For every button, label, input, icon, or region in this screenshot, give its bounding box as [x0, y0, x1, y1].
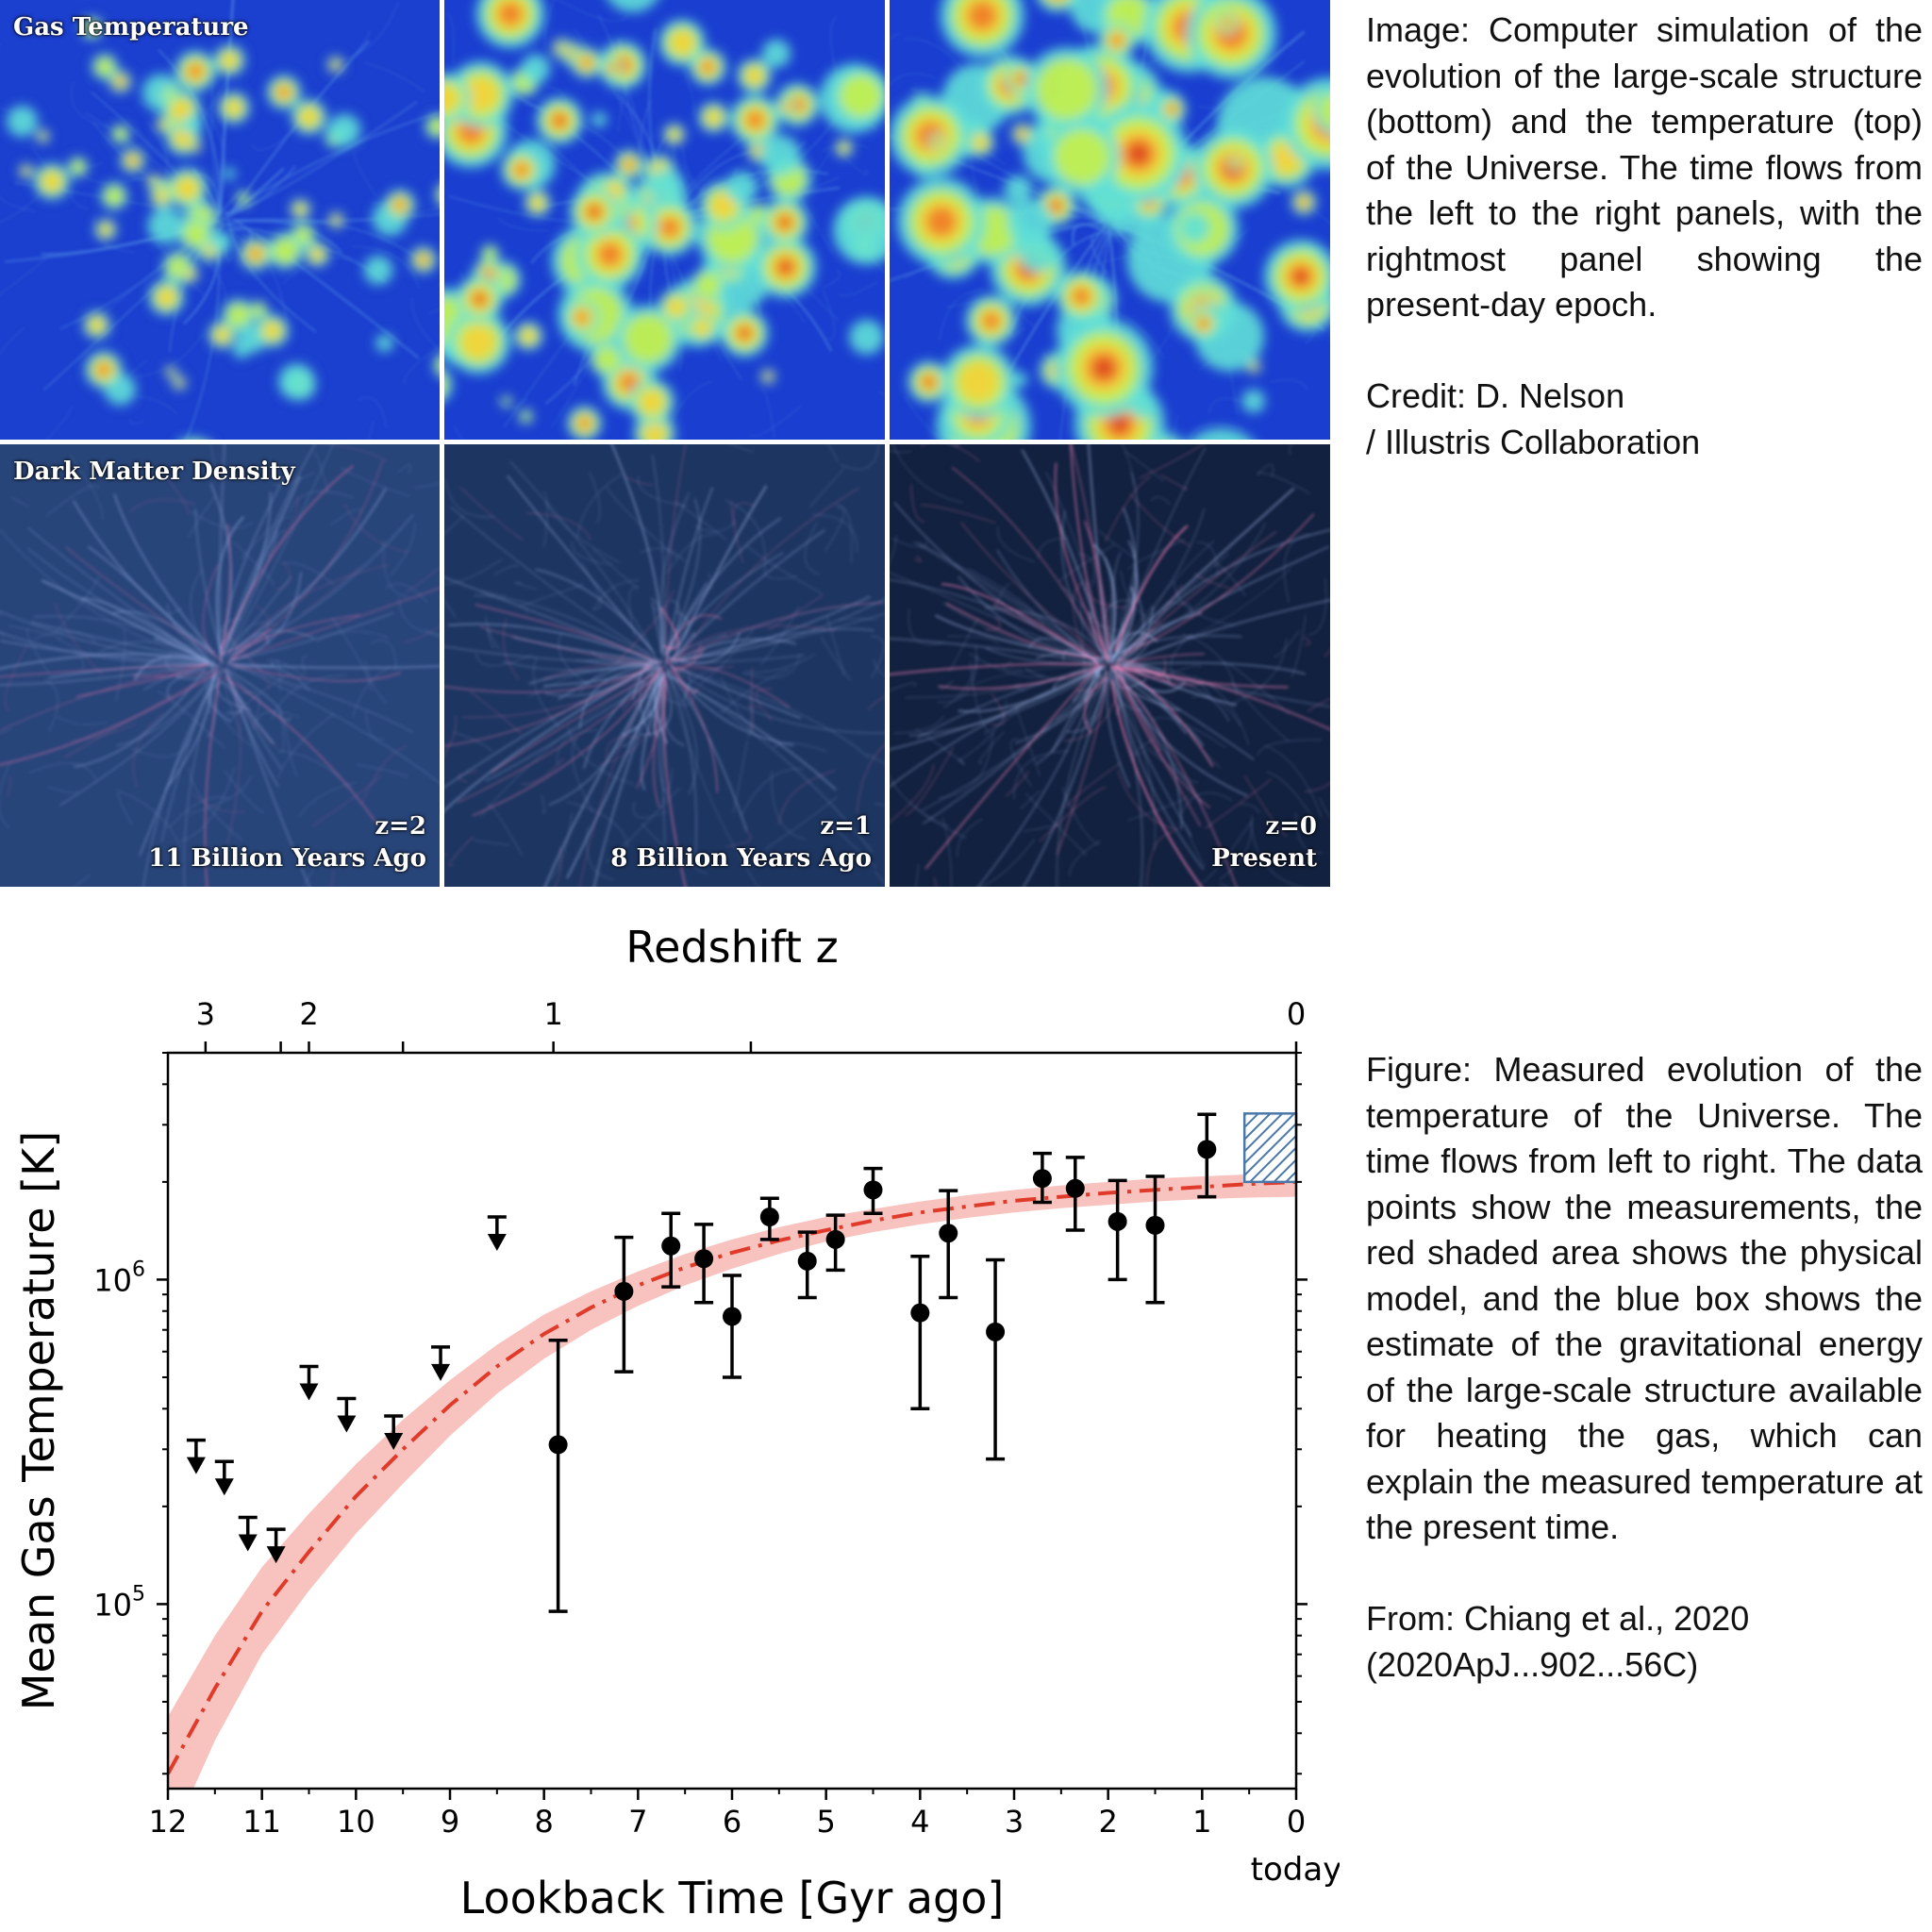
dark-matter-map	[0, 444, 440, 887]
data-point	[548, 1339, 568, 1613]
gas-temperature-map	[444, 0, 885, 440]
x-axis-title: Lookback Time [Gyr ago]	[460, 1873, 1005, 1924]
figure-bibcode: (2020ApJ...902...56C)	[1366, 1644, 1699, 1684]
y-tick-label: 106	[93, 1257, 145, 1298]
top-tick-label: 0	[1287, 996, 1306, 1032]
figure-description: Figure: Measured evolution of the temper…	[1366, 1050, 1923, 1546]
upper-limit-marker	[384, 1414, 404, 1450]
top-tick-label: 3	[196, 996, 215, 1032]
x-tick-label: 9	[441, 1804, 459, 1840]
data-point	[723, 1274, 741, 1379]
data-point	[694, 1223, 714, 1305]
redshift-label: z=2	[375, 812, 426, 841]
data-point	[863, 1166, 883, 1215]
simulation-image: Gas Temperature Dark Matter Density z=2 …	[0, 0, 1330, 887]
x-tick-label: 7	[628, 1804, 647, 1840]
image-credit-affiliation: / Illustris Collaboration	[1366, 422, 1701, 461]
gas-temperature-panel-z1	[444, 0, 885, 440]
x-tick-label: 3	[1005, 1804, 1024, 1840]
dark-matter-map	[444, 444, 885, 887]
y-tick-label: 105	[93, 1582, 145, 1623]
time-label: 8 Billion Years Ago	[610, 844, 872, 873]
top-tick-label: 2	[299, 996, 318, 1032]
upper-limit-marker	[266, 1527, 286, 1564]
data-point	[1065, 1156, 1085, 1232]
gas-temperature-panel-z2: Gas Temperature	[0, 0, 440, 440]
time-label: 11 Billion Years Ago	[148, 844, 426, 873]
dark-matter-panel-z1: z=1 8 Billion Years Ago	[444, 444, 885, 887]
top-axis-title: Redshift z	[625, 922, 839, 973]
top-tick-label: 1	[543, 996, 562, 1032]
redshift-label: z=1	[820, 812, 872, 841]
plot-frame	[166, 1051, 1298, 1790]
upper-limit-marker	[299, 1364, 319, 1401]
figure-caption: Figure: Measured evolution of the temper…	[1366, 1047, 1923, 1688]
x-tick-label: 12	[149, 1804, 188, 1840]
upper-limit-marker	[487, 1215, 507, 1251]
image-credit: Credit: D. Nelson	[1366, 376, 1625, 415]
time-label: Present	[1211, 844, 1317, 873]
dark-matter-map	[890, 444, 1330, 887]
data-point	[910, 1254, 930, 1411]
x-tick-label: 1	[1192, 1804, 1211, 1840]
dark-matter-panel-z0: z=0 Present	[890, 444, 1330, 887]
upper-limit-marker	[186, 1438, 206, 1474]
redshift-label: z=0	[1265, 812, 1317, 841]
row-label-gas-temperature: Gas Temperature	[13, 13, 249, 42]
x-tick-label: 0	[1287, 1804, 1306, 1840]
x-tick-label: 6	[723, 1804, 741, 1840]
x-tick-label: 10	[337, 1804, 375, 1840]
image-caption: Image: Computer simulation of the evolut…	[1366, 8, 1923, 465]
figure-reference: From: Chiang et al., 2020	[1366, 1599, 1750, 1638]
energy-box	[1242, 1112, 1298, 1184]
x-tick-label: 5	[816, 1804, 835, 1840]
dark-matter-panel-z2: Dark Matter Density z=2 11 Billion Years…	[0, 444, 440, 887]
image-description: Image: Computer simulation of the evolut…	[1366, 10, 1923, 324]
gas-temperature-map	[890, 0, 1330, 440]
data-point	[661, 1211, 681, 1289]
data-point	[1108, 1178, 1127, 1282]
data-point	[797, 1230, 817, 1300]
model-line	[168, 1179, 1296, 1775]
upper-limit-marker	[238, 1515, 258, 1552]
data-point	[939, 1189, 958, 1300]
y-axis-title: Mean Gas Temperature [K]	[13, 1131, 64, 1710]
x-extra-label: today	[1251, 1851, 1340, 1889]
x-tick-label: 8	[534, 1804, 553, 1840]
x-tick-label: 11	[242, 1804, 281, 1840]
data-point	[986, 1257, 1006, 1461]
gas-temperature-panel-z0	[890, 0, 1330, 440]
data-point	[1197, 1112, 1217, 1199]
upper-limit-marker	[214, 1459, 234, 1496]
data-point	[759, 1196, 779, 1241]
data-point	[825, 1213, 845, 1273]
row-label-dark-matter: Dark Matter Density	[13, 458, 295, 486]
data-point	[614, 1235, 634, 1374]
x-tick-label: 2	[1098, 1804, 1117, 1840]
upper-limit-marker	[337, 1396, 357, 1433]
upper-limit-marker	[431, 1345, 451, 1381]
data-point	[1145, 1174, 1165, 1305]
model-band	[168, 1173, 1296, 1789]
data-point	[1032, 1151, 1052, 1205]
gas-temperature-map	[0, 0, 440, 440]
x-tick-label: 4	[910, 1804, 929, 1840]
